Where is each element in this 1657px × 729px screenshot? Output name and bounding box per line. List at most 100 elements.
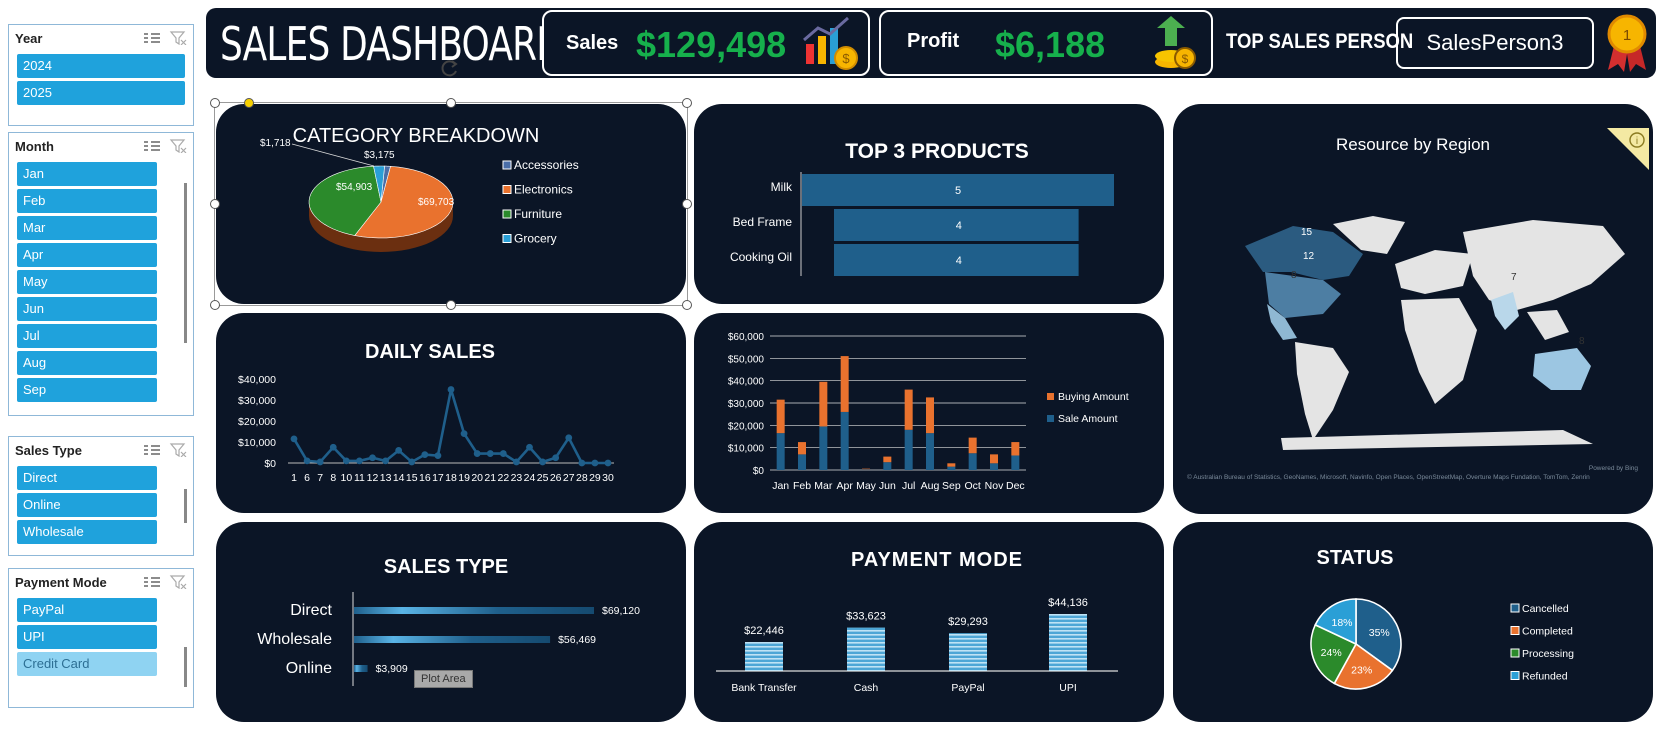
daily-point[interactable] [552, 454, 560, 462]
multiselect-icon[interactable] [143, 575, 161, 589]
sales-type-scrollbar[interactable] [184, 489, 187, 523]
monthly-bar-buying-amount[interactable] [926, 397, 934, 434]
daily-point[interactable] [421, 451, 429, 458]
daily-sales-panel[interactable] [216, 313, 686, 513]
slicer-item-online[interactable]: Online [17, 493, 157, 517]
clear-filter-icon[interactable] [169, 139, 187, 154]
daily-point[interactable] [408, 458, 416, 466]
slicer-item-direct[interactable]: Direct [17, 466, 157, 490]
monthly-bar-buying-amount[interactable] [840, 356, 849, 412]
slicer-item-sep[interactable]: Sep [17, 378, 157, 402]
monthly-bar-sale-amount[interactable] [883, 462, 892, 470]
slicer-item-feb[interactable]: Feb [17, 189, 157, 213]
sales-type-bar[interactable] [354, 665, 368, 672]
daily-point[interactable] [539, 458, 546, 466]
multiselect-icon[interactable] [143, 139, 161, 153]
monthly-bar-sale-amount[interactable] [840, 411, 849, 470]
pie-slice-furniture[interactable] [308, 165, 382, 236]
monthly-bar-buying-amount[interactable] [862, 468, 870, 470]
payment-mode-scrollbar[interactable] [184, 647, 187, 687]
status-slice-cancelled[interactable] [1355, 598, 1402, 672]
pie-slice-electronics[interactable] [354, 165, 454, 239]
clear-filter-icon[interactable] [169, 575, 187, 590]
monthly-bar-buying-amount[interactable] [904, 389, 913, 430]
daily-point[interactable] [356, 457, 363, 465]
daily-point[interactable] [499, 450, 507, 457]
status-slice-completed[interactable] [1333, 642, 1394, 690]
daily-point[interactable] [290, 435, 298, 443]
daily-point[interactable] [565, 434, 573, 442]
monthly-bar-sale-amount[interactable] [904, 429, 913, 470]
daily-point[interactable] [329, 443, 337, 451]
clear-filter-icon[interactable] [169, 31, 187, 46]
slicer-item-jul[interactable]: Jul [17, 324, 157, 348]
daily-point[interactable] [369, 454, 376, 462]
monthly-bar-sale-amount[interactable] [776, 433, 785, 470]
status-panel[interactable] [1173, 522, 1653, 722]
status-slice-refunded[interactable] [1314, 598, 1357, 646]
payment-bar[interactable] [745, 642, 783, 671]
slicer-item-apr[interactable]: Apr [17, 243, 157, 267]
selection-handle[interactable] [682, 98, 692, 108]
daily-point[interactable] [526, 443, 533, 451]
monthly-bar-sale-amount[interactable] [862, 469, 870, 470]
payment-bar[interactable] [847, 627, 885, 671]
clear-filter-icon[interactable] [169, 443, 187, 458]
sales-type-bar[interactable] [354, 636, 551, 643]
monthly-bar-sale-amount[interactable] [1011, 455, 1020, 470]
daily-point[interactable] [486, 450, 494, 457]
daily-point[interactable] [342, 457, 350, 465]
pie-slice-grocery[interactable] [373, 165, 385, 203]
multiselect-icon[interactable] [143, 443, 161, 457]
monthly-bar-sale-amount[interactable] [947, 466, 956, 470]
selection-handle[interactable] [210, 199, 220, 209]
daily-point[interactable] [316, 458, 324, 466]
top3-bar[interactable] [802, 174, 1114, 206]
daily-point[interactable] [395, 447, 403, 454]
slicer-item-wholesale[interactable]: Wholesale [17, 520, 157, 544]
monthly-bar-buying-amount[interactable] [776, 399, 785, 434]
slicer-item-paypal[interactable]: PayPal [17, 598, 157, 622]
adjust-handle[interactable] [244, 98, 254, 108]
monthly-bar-buying-amount[interactable] [990, 454, 998, 464]
daily-point[interactable] [513, 458, 520, 466]
region-map[interactable]: Resource by Region i 15 12 8 7 8 Powered… [1173, 104, 1653, 514]
monthly-bar-sale-amount[interactable] [926, 433, 934, 470]
daily-point[interactable] [460, 430, 468, 437]
monthly-bar-buying-amount[interactable] [1011, 442, 1020, 456]
monthly-bar-buying-amount[interactable] [968, 437, 977, 454]
monthly-bar-buying-amount[interactable] [819, 381, 828, 427]
slicer-item-may[interactable]: May [17, 270, 157, 294]
sales-type-panel[interactable] [216, 522, 686, 722]
monthly-bar-sale-amount[interactable] [798, 454, 806, 470]
payment-bar[interactable] [1049, 614, 1087, 671]
daily-point[interactable] [604, 459, 612, 467]
slicer-item-2025[interactable]: 2025 [17, 81, 185, 105]
monthly-bar-sale-amount[interactable] [990, 463, 998, 470]
slicer-item-mar[interactable]: Mar [17, 216, 157, 240]
monthly-bar-sale-amount[interactable] [968, 453, 977, 470]
selection-handle[interactable] [682, 199, 692, 209]
daily-point[interactable] [578, 459, 586, 467]
top3-bar[interactable] [834, 209, 1079, 241]
rotate-handle-icon[interactable] [440, 58, 460, 83]
selection-handle[interactable] [446, 98, 456, 108]
daily-point[interactable] [473, 450, 481, 457]
slicer-item-upi[interactable]: UPI [17, 625, 157, 649]
daily-point[interactable] [591, 459, 599, 467]
slicer-item-jan[interactable]: Jan [17, 162, 157, 186]
slicer-item-aug[interactable]: Aug [17, 351, 157, 375]
daily-point[interactable] [434, 452, 442, 460]
monthly-bar-sale-amount[interactable] [819, 426, 828, 470]
slicer-item-credit-card[interactable]: Credit Card [17, 652, 157, 676]
multiselect-icon[interactable] [143, 31, 161, 45]
slicer-item-jun[interactable]: Jun [17, 297, 157, 321]
top3-bar[interactable] [834, 244, 1079, 276]
daily-point[interactable] [447, 386, 455, 393]
daily-point[interactable] [382, 457, 389, 465]
selection-handle[interactable] [682, 300, 692, 310]
payment-bar[interactable] [949, 633, 987, 671]
month-scrollbar[interactable] [184, 183, 187, 343]
slicer-item-2024[interactable]: 2024 [17, 54, 185, 78]
selection-handle[interactable] [210, 300, 220, 310]
